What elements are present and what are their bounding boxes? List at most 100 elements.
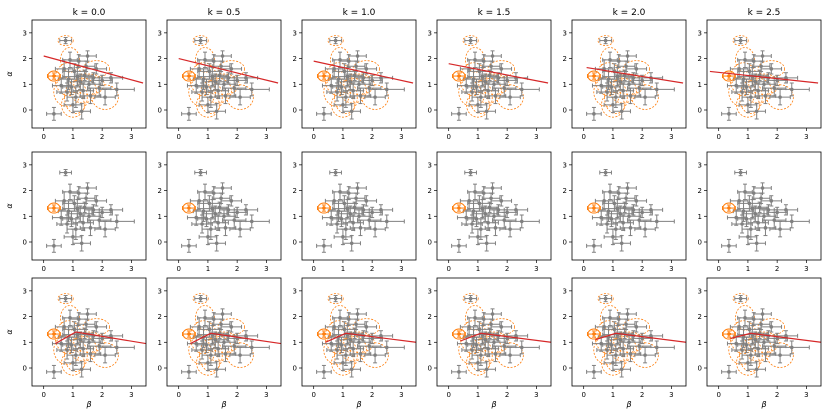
- axes-frame: [706, 151, 822, 261]
- data-point: [614, 353, 618, 357]
- data-point: [496, 76, 501, 80]
- data-point: [338, 316, 342, 320]
- axes-frame: [706, 277, 822, 387]
- data-point: [333, 170, 338, 175]
- x-tick-label: 3: [804, 265, 808, 273]
- data-point: [75, 206, 80, 211]
- data-point: [69, 217, 74, 221]
- data-point: [649, 208, 653, 212]
- y-tick-label: 1: [563, 339, 567, 347]
- y-tick-label: 0: [428, 365, 432, 373]
- y-tick-label: 2: [158, 313, 162, 321]
- ellipse: [613, 331, 645, 353]
- data-point: [114, 219, 119, 224]
- highlight-ellipse: [587, 70, 601, 82]
- ellipse: [192, 293, 209, 304]
- ellipse: [462, 35, 479, 46]
- data-point: [654, 345, 659, 350]
- data-point: [187, 74, 191, 78]
- data-point: [603, 170, 608, 175]
- data-point: [778, 227, 782, 231]
- x-axis-label: β: [490, 400, 496, 409]
- data-point: [75, 332, 80, 337]
- series-highlighted: [451, 202, 466, 214]
- data-point: [492, 82, 496, 87]
- data-point: [612, 327, 617, 332]
- data-point: [219, 196, 223, 201]
- axes-frame: [31, 151, 147, 261]
- x-tick-label: 0: [446, 265, 450, 273]
- data-point: [643, 227, 647, 231]
- data-point: [763, 226, 768, 230]
- data-point: [760, 312, 765, 316]
- data-point: [619, 241, 624, 246]
- data-point: [351, 88, 355, 93]
- data-point: [63, 296, 68, 301]
- data-point: [640, 78, 644, 83]
- series-observed: [586, 294, 675, 379]
- data-point: [489, 64, 493, 69]
- data-point: [332, 325, 336, 329]
- data-point: [605, 90, 609, 94]
- data-point: [342, 201, 347, 206]
- y-tick-label: 0: [158, 107, 162, 115]
- data-point: [749, 95, 753, 99]
- x-tick-label: 1: [476, 133, 480, 141]
- data-point: [778, 95, 782, 99]
- y-tick-label: 2: [23, 55, 27, 63]
- data-point: [197, 67, 201, 71]
- ellipse: [622, 318, 651, 336]
- data-point: [508, 227, 512, 231]
- data-point: [618, 337, 623, 342]
- series-highlighted: [451, 70, 466, 82]
- data-point: [341, 103, 345, 107]
- x-tick-label: 2: [640, 391, 644, 399]
- data-point: [737, 67, 741, 71]
- data-point: [62, 325, 66, 329]
- x-axis-label: β: [355, 400, 361, 409]
- x-tick-label: 3: [534, 133, 538, 141]
- fit-line: [448, 63, 549, 84]
- data-point: [66, 77, 71, 81]
- data-point: [210, 206, 215, 211]
- axes-frame: [31, 277, 147, 387]
- ellipse: [204, 335, 232, 362]
- highlight-ellipse: [722, 202, 736, 214]
- data-point: [238, 227, 242, 231]
- y-tick-label: 3: [563, 287, 567, 295]
- data-point: [481, 317, 486, 321]
- data-point: [355, 312, 360, 316]
- data-point: [746, 361, 750, 365]
- data-point: [457, 370, 461, 374]
- ellipse: [343, 331, 375, 353]
- data-point: [496, 208, 501, 212]
- data-point: [784, 76, 788, 80]
- data-point: [634, 325, 639, 329]
- y-tick-label: 0: [563, 107, 567, 115]
- series-highlighted: [181, 70, 196, 82]
- data-point: [85, 312, 90, 316]
- data-point: [206, 235, 210, 239]
- x-tick-label: 1: [611, 133, 615, 141]
- data-point: [194, 83, 199, 88]
- data-point: [206, 361, 210, 365]
- ellipse: [748, 331, 780, 353]
- data-point: [322, 244, 326, 248]
- y-tick-label: 2: [158, 55, 162, 63]
- data-point: [505, 210, 509, 215]
- data-point: [480, 74, 485, 79]
- data-point: [747, 327, 752, 332]
- series-highlighted: [586, 328, 601, 340]
- x-tick-label: 2: [505, 265, 509, 273]
- highlight-ellipse: [722, 328, 736, 340]
- data-point: [743, 190, 747, 194]
- x-tick-label: 1: [341, 265, 345, 273]
- data-point: [52, 370, 56, 374]
- ellipse: [474, 77, 502, 104]
- x-tick-label: 1: [71, 133, 75, 141]
- series-highlighted: [46, 70, 61, 82]
- data-point: [614, 95, 618, 99]
- data-point: [486, 220, 490, 225]
- data-point: [473, 190, 477, 194]
- data-point: [81, 88, 85, 93]
